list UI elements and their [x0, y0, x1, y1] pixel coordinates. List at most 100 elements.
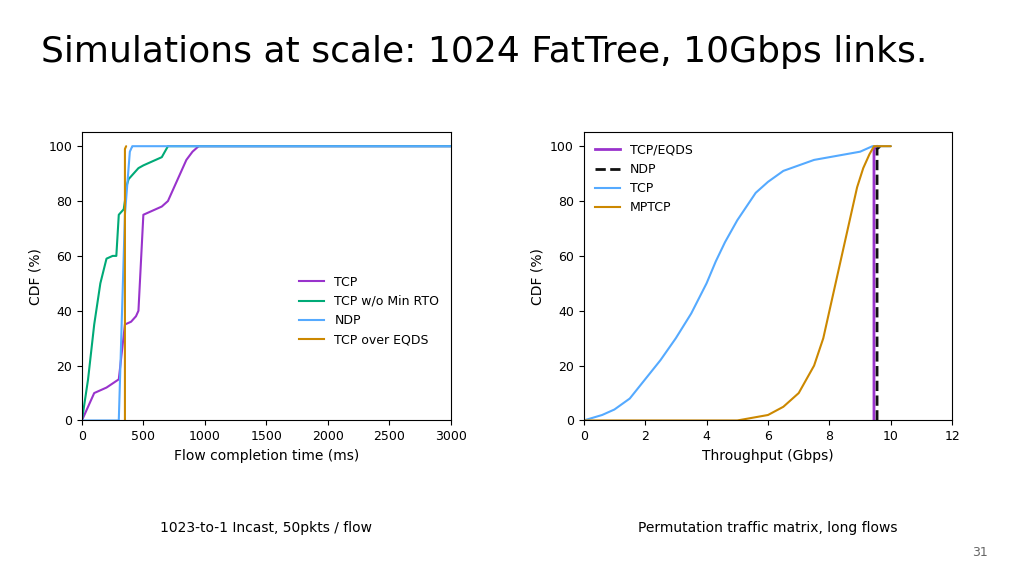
TCP [132, 308, 144, 314]
MPTCP [731, 417, 743, 424]
Text: 1023-to-1 Incast, 50pkts / flow: 1023-to-1 Incast, 50pkts / flow [160, 521, 373, 535]
TCP w/o Min RTO [156, 154, 168, 161]
TCP [670, 335, 682, 342]
TCP/EQDS [870, 143, 883, 150]
TCP w/o Min RTO [111, 252, 123, 259]
TCP [777, 168, 790, 175]
TCP [125, 319, 137, 325]
TCP [82, 403, 94, 410]
TCP [639, 376, 651, 383]
TCP [113, 376, 125, 383]
TCP w/o Min RTO [120, 184, 132, 191]
Text: Simulations at scale: 1024 FatTree, 10Gbps links.: Simulations at scale: 1024 FatTree, 10Gb… [41, 35, 928, 69]
NDP [444, 143, 457, 150]
TCP w/o Min RTO [94, 280, 106, 287]
TCP w/o Min RTO [127, 170, 139, 177]
TCP [130, 313, 142, 320]
TCP [885, 143, 897, 150]
NDP [94, 417, 106, 424]
TCP w/o Min RTO [76, 417, 88, 424]
NDP [113, 417, 125, 424]
TCP w/o Min RTO [150, 157, 162, 164]
TCP [710, 258, 722, 265]
TCP [860, 146, 872, 153]
TCP [608, 406, 621, 413]
TCP [578, 417, 590, 424]
TCP/EQDS [870, 143, 883, 150]
NDP [873, 143, 886, 150]
MPTCP [823, 308, 836, 314]
MPTCP [808, 362, 820, 369]
NDP [106, 417, 119, 424]
TCP [174, 170, 186, 177]
NDP [873, 143, 886, 150]
TCP w/o Min RTO [383, 143, 395, 150]
NDP [870, 146, 883, 153]
NDP [100, 417, 113, 424]
TCP [596, 411, 608, 418]
MPTCP [870, 143, 883, 150]
TCP w/o Min RTO [130, 168, 142, 175]
TCP [624, 395, 636, 402]
TCP [731, 217, 743, 223]
TCP [156, 203, 168, 210]
TCP w/o Min RTO [199, 143, 211, 150]
TCP [199, 143, 211, 150]
TCP w/o Min RTO [113, 211, 125, 218]
TCP [168, 184, 180, 191]
TCP [88, 389, 100, 396]
TCP over EQDS [120, 143, 132, 150]
TCP w/o Min RTO [223, 143, 236, 150]
Y-axis label: CDF (%): CDF (%) [29, 248, 43, 305]
TCP [839, 151, 851, 158]
MPTCP [833, 266, 845, 273]
X-axis label: Flow completion time (ms): Flow completion time (ms) [174, 449, 358, 463]
MPTCP [817, 335, 829, 342]
MPTCP [842, 225, 854, 232]
MPTCP [857, 165, 869, 172]
TCP [205, 143, 217, 150]
Line: TCP/EQDS: TCP/EQDS [873, 146, 877, 420]
TCP [76, 417, 88, 424]
TCP w/o Min RTO [211, 143, 223, 150]
TCP [823, 154, 836, 161]
TCP w/o Min RTO [125, 173, 137, 180]
MPTCP [578, 417, 590, 424]
TCP [854, 148, 866, 155]
TCP w/o Min RTO [174, 143, 186, 150]
TCP [740, 203, 753, 210]
TCP [869, 143, 882, 150]
TCP [119, 321, 131, 328]
MPTCP [700, 417, 713, 424]
TCP w/o Min RTO [143, 159, 156, 166]
TCP [444, 143, 457, 150]
Line: TCP: TCP [584, 146, 891, 420]
TCP [793, 162, 805, 169]
NDP [383, 143, 395, 150]
TCP [236, 143, 248, 150]
Y-axis label: CDF (%): CDF (%) [530, 248, 545, 305]
TCP [186, 148, 199, 155]
TCP [762, 179, 774, 185]
TCP w/o Min RTO [115, 209, 127, 215]
TCP w/o Min RTO [444, 143, 457, 150]
TCP [654, 357, 667, 363]
NDP [127, 143, 139, 150]
TCP w/o Min RTO [88, 321, 100, 328]
TCP [587, 414, 599, 421]
Text: Permutation traffic matrix, long flows: Permutation traffic matrix, long flows [638, 521, 898, 535]
TCP over EQDS [119, 417, 131, 424]
TCP [137, 211, 150, 218]
TCP [685, 310, 697, 317]
TCP [150, 206, 162, 213]
TCP w/o Min RTO [162, 143, 174, 150]
TCP w/o Min RTO [119, 198, 131, 204]
TCP w/o Min RTO [132, 165, 144, 172]
Legend: TCP, TCP w/o Min RTO, NDP, TCP over EQDS: TCP, TCP w/o Min RTO, NDP, TCP over EQDS [294, 271, 444, 351]
MPTCP [746, 414, 759, 421]
MPTCP [867, 143, 880, 150]
Line: TCP w/o Min RTO: TCP w/o Min RTO [82, 146, 451, 420]
TCP [260, 143, 272, 150]
TCP w/o Min RTO [186, 143, 199, 150]
TCP [322, 143, 334, 150]
